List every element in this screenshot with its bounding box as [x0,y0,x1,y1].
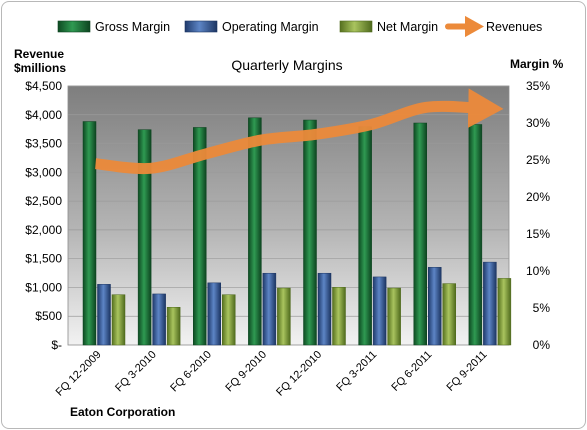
category-label: FQ 12-2010 [274,349,324,399]
category-label: FQ 9-2011 [444,349,489,394]
category-label: FQ 3-2010 [113,349,159,395]
company-name: Eaton Corporation [70,405,175,419]
gross-margin-bar: Gross Margin FQ 3-2011: 29.5% [358,126,372,346]
operating-margin-bar: Operating Margin FQ 9-2010: 9.7% [262,272,277,346]
gross-margin-bar: Gross Margin FQ 12-2010: 30.4% [303,119,317,346]
gross-margin-bar: Gross Margin FQ 3-2010: 29.1% [137,129,152,346]
net-margin-bar: Net Margin FQ 3-2011: 7.7% [387,287,401,346]
legend-swatch-gross-margin [57,20,91,33]
category-label: FQ 9-2010 [223,349,269,395]
left-axis-tick-label: $4,500 [25,79,62,93]
operating-margin-bar: Operating Margin FQ 9-2011: 11.2% [483,261,497,346]
legend-item-operating-margin: Operating Margin [184,20,319,34]
operating-margin-bar: Operating Margin FQ 12-2009: 8.2% [97,284,111,346]
legend-swatch-net-margin [339,20,373,33]
legend-item-gross-margin: Gross Margin [57,20,170,34]
left-axis-tick-label: $2,000 [25,223,62,237]
bars: Gross Margin FQ 12-2009: 30.2%Operating … [82,117,512,346]
net-margin-bar: Net Margin FQ 12-2009: 6.8% [111,294,126,346]
right-axis-tick-label: 20% [526,190,550,204]
left-axis: $- $500 $1,000 $1,500 $2,000 $2,500 $3,000 $3,5… [25,79,62,352]
legend-swatch-operating-margin [184,20,218,33]
gross-margin-bar: Gross Margin FQ 12-2009: 30.2% [82,121,97,346]
left-axis-tick-label: $1,000 [25,280,62,294]
category-axis: FQ 12-2009 FQ 3-2010 FQ 6-2010 FQ 9-2010 FQ … [54,349,490,399]
gross-margin-bar: Gross Margin FQ 9-2010: 30.7% [248,117,262,346]
operating-margin-bar: Operating Margin FQ 3-2010: 6.9% [152,293,166,346]
operating-margin-bar: Operating Margin FQ 3-2011: 9.2% [372,276,387,346]
gross-margin-bar: Gross Margin FQ 6-2011: 30% [413,122,427,346]
legend-label-revenues: Revenues [486,20,542,34]
right-axis-tick-label: 5% [533,301,551,315]
gross-margin-bar: Gross Margin FQ 6-2010: 29.4% [193,127,207,346]
right-axis-tick-label: 15% [526,227,550,241]
net-margin-bar: Net Margin FQ 3-2010: 5.1% [166,307,181,346]
left-axis-tick-label: $3,000 [25,165,62,179]
right-axis-tick-label: 35% [526,79,550,93]
legend-item-revenues: Revenues [445,15,542,38]
right-axis-tick-label: 25% [526,153,550,167]
legend-label-net-margin: Net Margin [377,20,438,34]
revenues-line [94,88,504,175]
right-axis: 0% 5% 10% 15% 20% 25% 30% 35% [526,79,550,352]
left-axis-tick-label: $500 [35,309,62,323]
left-axis-tick-label: $1,500 [25,252,62,266]
net-margin-bar: Net Margin FQ 6-2011: 8.3% [442,283,456,346]
net-margin-bar: Net Margin FQ 12-2010: 7.8% [332,287,346,346]
left-axis-tick-label: $4,000 [25,108,62,122]
gross-margin-bar: Gross Margin FQ 9-2011: 29.8% [468,124,483,346]
right-axis-title: Margin % [510,57,564,71]
right-axis-tick-label: 0% [533,338,551,352]
net-margin-bar: Net Margin FQ 9-2011: 9% [497,278,512,346]
chart-title: Quarterly Margins [231,57,342,73]
right-axis-tick-label: 10% [526,264,550,278]
right-axis-tick-label: 30% [526,116,550,130]
legend-label-gross-margin: Gross Margin [95,20,170,34]
left-axis-tick-label: $2,500 [25,194,62,208]
operating-margin-bar: Operating Margin FQ 6-2010: 8.4% [207,282,221,346]
legend-item-net-margin: Net Margin [339,20,438,34]
left-axis-title-line1: Revenue [14,47,64,61]
net-margin-bar: Net Margin FQ 6-2010: 6.8% [222,294,236,346]
operating-margin-bar: Operating Margin FQ 6-2011: 10.5% [428,267,442,346]
legend: Gross Margin Operating Margin Net Margin… [57,15,542,38]
left-axis-tick-label: $3,500 [25,137,62,151]
left-axis-tick-label: $- [51,338,62,352]
left-axis-title-line2: $millions [14,61,66,75]
category-label: FQ 6-2011 [389,349,434,394]
legend-label-operating-margin: Operating Margin [222,20,319,34]
operating-margin-bar: Operating Margin FQ 12-2010: 9.7% [317,272,332,346]
category-label: FQ 6-2010 [168,349,214,395]
net-margin-bar: Net Margin FQ 9-2010: 7.7% [277,287,291,346]
category-label: FQ 12-2009 [54,349,104,399]
revenue-series: Revenues FQ 12-2009: $3150Revenues FQ 3-… [94,88,504,175]
category-label: FQ 3-2011 [334,349,379,394]
